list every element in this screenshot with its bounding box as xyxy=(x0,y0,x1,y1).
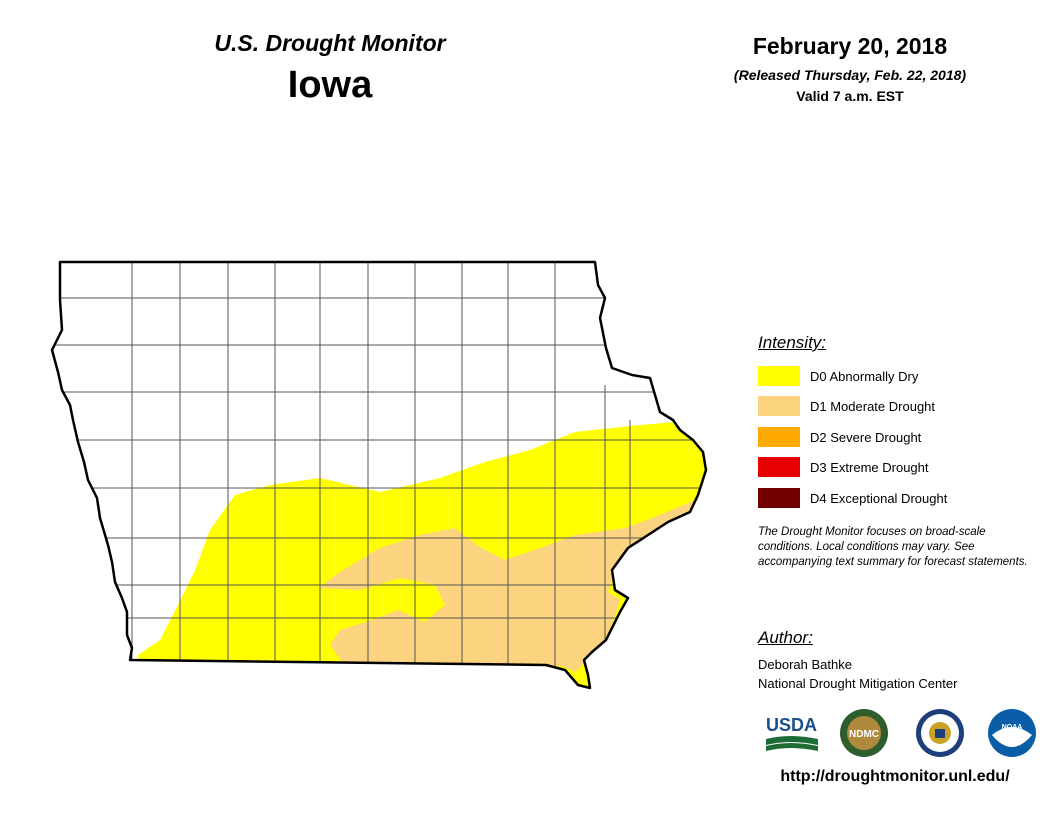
ndmc-logo-text: NDMC xyxy=(849,729,879,740)
ndmc-logo-icon[interactable]: NDMC xyxy=(840,709,888,757)
legend-label-d2: D2 Severe Drought xyxy=(810,429,922,445)
noaa-logo-text: NOAA xyxy=(1002,724,1023,731)
release-date: (Released Thursday, Feb. 22, 2018) xyxy=(733,67,967,83)
legend-item-d1: D1 Moderate Drought xyxy=(758,396,935,416)
legend-label-d4: D4 Exceptional Drought xyxy=(810,490,948,506)
website-url[interactable]: http://droughtmonitor.unl.edu/ xyxy=(780,768,1010,785)
state-title: Iowa xyxy=(287,64,373,106)
county-lines xyxy=(52,262,706,688)
valid-time: Valid 7 a.m. EST xyxy=(796,88,904,104)
legend-label-d1: D1 Moderate Drought xyxy=(810,398,936,414)
legend-label-d3: D3 Extreme Drought xyxy=(810,459,929,475)
noaa-logo-icon[interactable]: NOAA xyxy=(988,709,1036,757)
legend-heading: Intensity: xyxy=(758,333,827,352)
usda-logo-text: USDA xyxy=(766,715,817,735)
legend-item-d0: D0 Abnormally Dry xyxy=(758,366,918,386)
author-organization: National Drought Mitigation Center xyxy=(758,676,958,691)
author-heading: Author: xyxy=(758,628,813,647)
legend-note: The Drought Monitor focuses on broad-sca… xyxy=(758,526,1028,568)
legend-swatch-d2 xyxy=(758,427,800,447)
map-date: February 20, 2018 xyxy=(752,33,948,59)
agency-logos: USDA NDMC NOAA xyxy=(766,709,1036,757)
author-name: Deborah Bathke xyxy=(758,657,852,672)
legend-swatch-d0 xyxy=(758,366,800,386)
legend-item-d3: D3 Extreme Drought xyxy=(758,457,929,477)
iowa-drought-map xyxy=(50,260,708,690)
product-title: U.S. Drought Monitor xyxy=(214,30,446,56)
legend-item-d2: D2 Severe Drought xyxy=(758,427,921,447)
legend-item-d4: D4 Exceptional Drought xyxy=(758,488,947,508)
legend-swatch-d1 xyxy=(758,396,800,416)
legend-swatch-d3 xyxy=(758,457,800,477)
usda-logo-icon[interactable]: USDA xyxy=(766,715,818,751)
legend-label-d0: D0 Abnormally Dry xyxy=(810,368,919,384)
iowa-state-outline xyxy=(50,260,708,690)
legend-swatch-d4 xyxy=(758,488,800,508)
doc-seal-icon[interactable] xyxy=(916,709,964,757)
